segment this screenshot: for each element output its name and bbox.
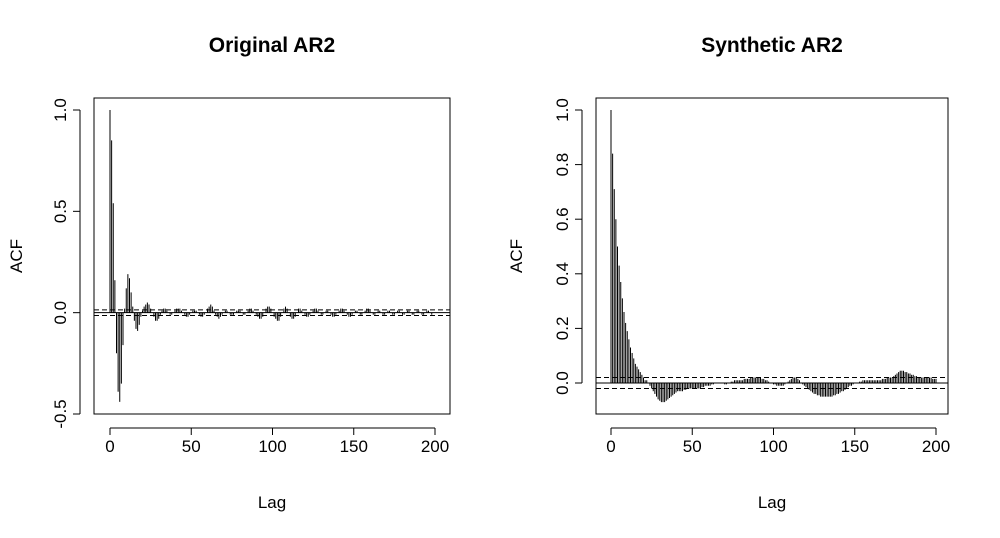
- y-tick-label: -0.5: [51, 399, 70, 428]
- axis-ticks: 0 50 100 150 200 -0.5 0.0 0.5 1.0: [51, 98, 449, 456]
- plot-frame: [93, 97, 451, 415]
- y-tick-label: 0.5: [51, 200, 70, 224]
- y-tick-label: 0.2: [553, 317, 572, 341]
- acf-bars: [94, 110, 450, 402]
- x-tick-label: 100: [759, 437, 787, 456]
- y-tick-label: 0.6: [553, 207, 572, 231]
- x-tick-label: 150: [340, 437, 368, 456]
- chart-title: Synthetic AR2: [701, 34, 843, 57]
- x-axis-label: Lag: [758, 493, 786, 512]
- y-axis-label: ACF: [507, 239, 526, 273]
- x-tick-label: 50: [683, 437, 702, 456]
- x-tick-label: 200: [922, 437, 950, 456]
- y-tick-label: 1.0: [51, 98, 70, 122]
- axis-ticks: 0 50 100 150 200 0.0 0.2 0.4 0.6 0.8 1.0: [553, 98, 950, 456]
- x-tick-label: 150: [841, 437, 869, 456]
- y-axis-label: ACF: [7, 239, 26, 273]
- panel-original-ar2: Original AR2 Lag ACF 0 50 100 150 200 -0.5 0.0…: [7, 34, 451, 512]
- y-tick-label: 0.4: [553, 262, 572, 286]
- x-tick-label: 0: [606, 437, 615, 456]
- x-tick-label: 0: [105, 437, 114, 456]
- x-tick-label: 100: [258, 437, 286, 456]
- x-axis-label: Lag: [258, 493, 286, 512]
- x-tick-label: 50: [182, 437, 201, 456]
- y-tick-label: 1.0: [553, 98, 572, 122]
- y-tick-label: 0.0: [51, 301, 70, 325]
- acf-bars: [596, 110, 948, 403]
- y-tick-label: 0.8: [553, 153, 572, 177]
- plot-frame: [595, 97, 949, 415]
- chart-title: Original AR2: [209, 34, 335, 57]
- panel-synthetic-ar2: Synthetic AR2 Lag ACF 0 50 100 150 200 0.0 0.2…: [507, 34, 950, 512]
- y-tick-label: 0.0: [553, 371, 572, 395]
- x-tick-label: 200: [421, 437, 449, 456]
